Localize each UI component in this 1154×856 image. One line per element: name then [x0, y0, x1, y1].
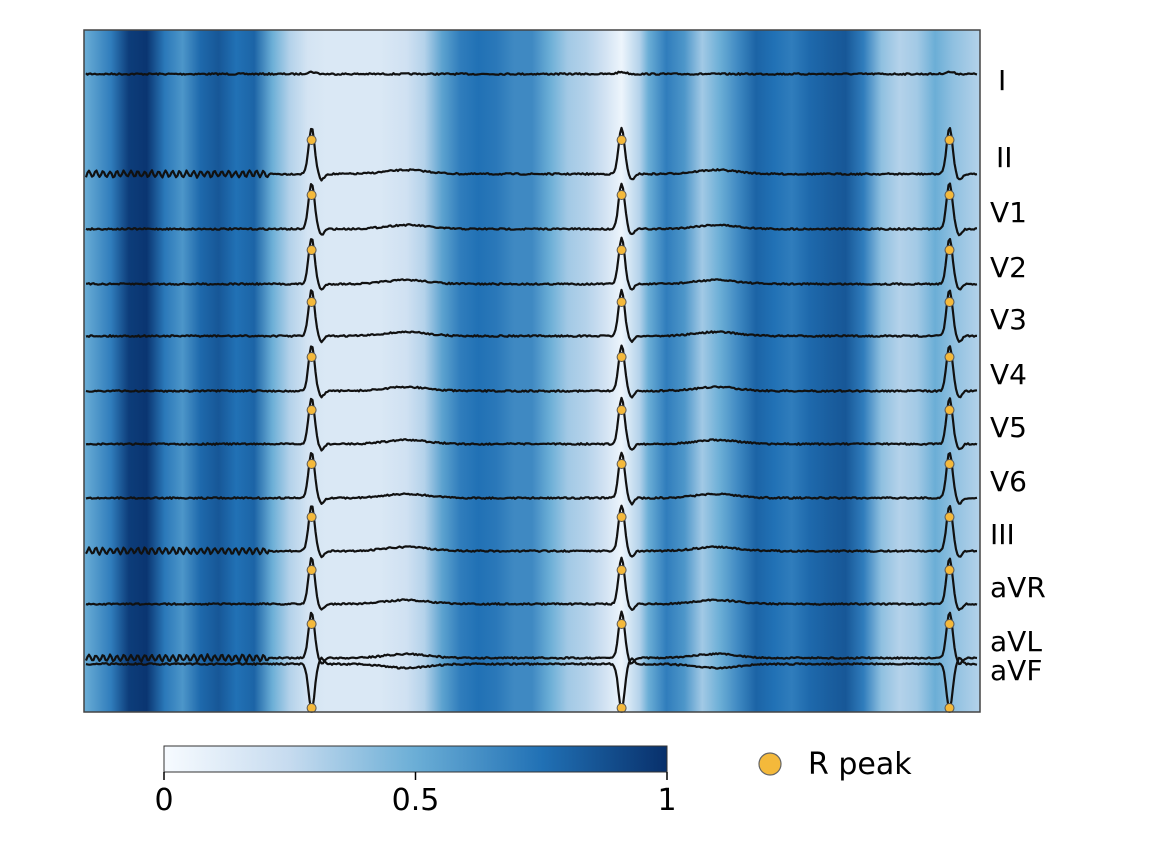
r-peak-marker [616, 459, 627, 469]
r-peak-marker [306, 512, 317, 522]
ecg-trace-i [85, 70, 978, 76]
lead-label-v2: V2 [990, 251, 1027, 284]
ecg-trace-v2 [86, 236, 978, 291]
r-peak-marker [616, 245, 627, 255]
ecg-trace-v5 [85, 396, 978, 452]
r-peak-marker [306, 352, 317, 362]
r-peak-marker [616, 352, 627, 362]
r-peak-marker [616, 297, 627, 307]
ecg-trace-v6 [85, 451, 978, 506]
ecg-trace-iii [85, 504, 978, 559]
r-peak-marker [944, 512, 955, 522]
lead-label-avf: aVF [990, 654, 1042, 687]
ecg-trace-v1 [85, 182, 977, 237]
r-peak-marker [616, 565, 627, 575]
r-peak-marker [616, 512, 627, 522]
r-peak-marker [616, 135, 627, 145]
lead-label-avl: aVL [990, 625, 1042, 658]
lead-label-v3: V3 [990, 303, 1027, 336]
legend-r-peak-marker [758, 752, 782, 776]
r-peak-marker [306, 405, 317, 415]
r-peak-marker [944, 245, 955, 255]
attention-heatmap-background [84, 30, 980, 712]
r-peak-marker [944, 297, 955, 307]
r-peak-marker [306, 459, 317, 469]
r-peak-marker [306, 297, 317, 307]
lead-label-iii: III [990, 518, 1015, 551]
colorbar-gradient [163, 745, 668, 773]
legend: R peak [758, 747, 912, 782]
r-peak-marker [944, 565, 955, 575]
r-peak-marker [944, 703, 955, 713]
r-peak-marker [306, 190, 317, 200]
colorbar-ticks: 0 0.5 1 [154, 772, 677, 818]
r-peak-marker [616, 190, 627, 200]
r-peak-marker [944, 352, 955, 362]
r-peak-marker [306, 619, 317, 629]
ecg-trace-v4 [85, 344, 978, 399]
colorbar-tick-label: 0.5 [392, 783, 440, 818]
lead-label-ii: II [996, 141, 1013, 174]
colorbar-tick-label: 1 [657, 783, 676, 818]
r-peak-marker [306, 565, 317, 575]
r-peak-marker [944, 135, 955, 145]
ecg-trace-avr [85, 556, 978, 612]
ecg-trace-ii [84, 126, 978, 182]
lead-label-v6: V6 [990, 465, 1027, 498]
ecg-trace-v3 [85, 288, 978, 344]
lead-label-avr: aVR [990, 571, 1046, 604]
r-peak-marker [944, 459, 955, 469]
lead-label-i: I [998, 64, 1006, 97]
plot-frame [83, 29, 981, 713]
r-peak-marker [306, 245, 317, 255]
r-peak-marker [616, 703, 627, 713]
ecg-trace-avl [84, 610, 978, 666]
r-peak-marker [616, 405, 627, 415]
r-peak-markers [306, 135, 955, 713]
colorbar: 0 0.5 1 [154, 745, 677, 818]
colorbar-tick-label: 0 [154, 783, 173, 818]
ecg-trace-avf [85, 656, 978, 711]
r-peak-marker [306, 135, 317, 145]
lead-label-v5: V5 [990, 411, 1027, 444]
r-peak-marker [944, 190, 955, 200]
lead-label-v1: V1 [990, 196, 1027, 229]
r-peak-marker [944, 619, 955, 629]
r-peak-marker [944, 405, 955, 415]
lead-label-v4: V4 [990, 358, 1027, 391]
legend-label: R peak [808, 747, 912, 782]
r-peak-marker [306, 703, 317, 713]
ecg-traces [84, 70, 978, 711]
r-peak-marker [616, 619, 627, 629]
